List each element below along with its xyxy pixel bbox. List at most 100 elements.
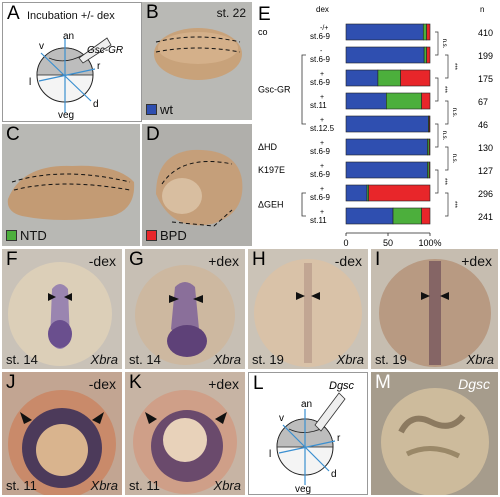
legend-wt: wt	[146, 102, 173, 117]
dex-label-6: +	[320, 163, 324, 170]
panel-k-letter: K	[129, 372, 142, 393]
group-bracket-4	[301, 192, 306, 217]
bar-bpd-1	[426, 46, 431, 64]
stage-label-0: st.6-9	[310, 32, 331, 41]
bar-bpd-6	[428, 161, 431, 179]
panel-a-title: Incubation +/- dex	[27, 10, 115, 22]
panel-g-stage: st. 14	[129, 352, 161, 367]
panel-i-stage: st. 19	[375, 352, 407, 367]
bar-bpd-3	[421, 92, 431, 110]
embryo-d	[156, 149, 243, 227]
stage-label-8: st.11	[310, 216, 327, 225]
bar-ntd-1	[423, 46, 427, 64]
axis-label-d: d	[93, 99, 99, 110]
panel-f-gene: Xbra	[90, 352, 118, 367]
sig-bracket-3	[445, 100, 449, 125]
axis-label-v: v	[39, 41, 44, 52]
panel-m-letter: M	[375, 372, 391, 393]
x-tick-label-0: 0	[343, 238, 348, 246]
bar-ntd-3	[386, 92, 422, 110]
bar-ntd-8	[392, 207, 422, 225]
panel-h-condition: -dex	[334, 253, 362, 269]
bar-wt-2	[345, 69, 379, 87]
n-label-8: 241	[478, 212, 493, 222]
n-label-1: 199	[478, 51, 493, 61]
panel-g: G +dex st. 14 Xbra	[125, 249, 245, 369]
bar-wt-0	[345, 23, 424, 41]
embryo-diagram-l: an veg v l r d Dgsc	[269, 380, 355, 495]
panel-h: H -dex st. 19 Xbra	[248, 249, 368, 369]
embryo-b	[154, 28, 242, 80]
bar-wt-7	[345, 184, 368, 202]
legend-wt-label: wt	[160, 102, 173, 117]
bar-bpd-4	[428, 115, 431, 133]
panel-j-gene: Xbra	[90, 478, 118, 493]
legend-bpd: BPD	[146, 228, 187, 243]
panel-d: D BPD	[142, 124, 252, 246]
panel-b-letter: B	[146, 2, 159, 23]
n-label-7: 296	[478, 189, 493, 199]
sig-bracket-5	[445, 146, 449, 171]
header-n: n	[480, 5, 484, 14]
sig-bracket-6	[435, 169, 439, 194]
panel-i: I +dex st. 19 Xbra	[371, 249, 498, 369]
stage-label-4: st.12.5	[310, 124, 335, 133]
sig-bracket-4	[435, 123, 439, 148]
panel-d-letter: D	[146, 124, 160, 145]
dex-label-7: +	[320, 186, 324, 193]
panel-b-stage: st. 22	[216, 6, 246, 20]
bar-bpd-0	[426, 23, 431, 41]
legend-ntd: NTD	[6, 228, 47, 243]
embryo-j	[8, 390, 116, 495]
bar-bpd-7	[368, 184, 431, 202]
sig-bracket-0	[435, 31, 439, 56]
n-label-5: 130	[478, 143, 493, 153]
axis-label-l-l: l	[269, 449, 271, 460]
sig-label-4: n.s.	[441, 131, 447, 141]
panel-l: L an veg v l r d Dgsc	[248, 372, 368, 495]
bpd-swatch	[146, 230, 157, 241]
axis-label-veg: veg	[58, 110, 74, 121]
bar-ntd-0	[422, 23, 427, 41]
panel-j-condition: -dex	[88, 376, 116, 392]
axis-label-veg-l: veg	[295, 484, 311, 495]
panel-b: B st. 22 wt	[142, 2, 252, 120]
x-tick-label-1: 50	[383, 238, 393, 246]
panel-k-stage: st. 11	[129, 478, 160, 493]
axis-label-r: r	[97, 61, 101, 72]
group-bracket-1	[301, 54, 306, 125]
x-tick-label-2: 100%	[418, 238, 441, 246]
embryo-h	[254, 259, 362, 367]
stage-label-5: st.6-9	[310, 147, 331, 156]
panel-i-gene: Xbra	[466, 352, 494, 367]
bar-bpd-8	[421, 207, 431, 225]
panel-g-gene: Xbra	[213, 352, 241, 367]
injection-label-l: Dgsc	[329, 380, 355, 392]
embryo-k	[133, 390, 237, 494]
sig-label-1: ***	[451, 63, 457, 71]
panel-a: A Incubation +/- dex an veg v l r d Gsc-…	[2, 2, 142, 122]
n-label-0: 410	[478, 28, 493, 38]
n-label-4: 46	[478, 120, 488, 130]
sig-label-2: ***	[441, 86, 447, 94]
panel-c: C NTD	[2, 124, 140, 246]
embryo-g	[135, 265, 235, 365]
bar-wt-6	[345, 161, 428, 179]
panel-f-condition: -dex	[88, 253, 116, 269]
sig-label-6: ***	[441, 178, 447, 186]
bar-bpd-2	[400, 69, 431, 87]
dex-label-4: +	[320, 117, 324, 124]
n-label-3: 67	[478, 97, 488, 107]
panel-j-stage: st. 11	[6, 478, 37, 493]
n-label-2: 175	[478, 74, 493, 84]
panel-j-letter: J	[6, 372, 16, 393]
group-label-1: Gsc-GR	[258, 85, 291, 95]
panel-c-letter: C	[6, 124, 20, 145]
dex-label-1: -	[320, 48, 323, 55]
axis-label-an-l: an	[301, 399, 312, 410]
panel-k-gene: Xbra	[213, 478, 241, 493]
embryo-f	[8, 262, 112, 366]
axis-label-l: l	[29, 77, 31, 88]
